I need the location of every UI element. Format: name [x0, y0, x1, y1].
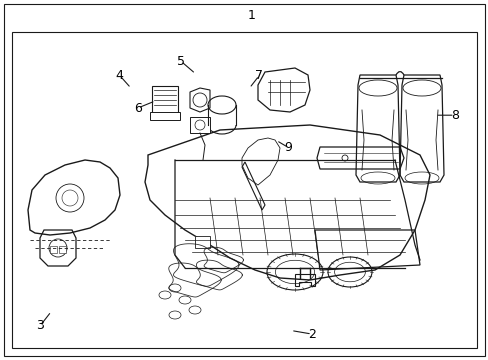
Text: 2: 2	[307, 328, 315, 341]
Bar	[152, 86, 178, 114]
Text: 5: 5	[177, 55, 184, 68]
Ellipse shape	[189, 306, 201, 314]
Ellipse shape	[169, 311, 181, 319]
Text: 7: 7	[255, 69, 263, 82]
Bar	[190, 117, 209, 133]
Text: 1: 1	[247, 9, 255, 22]
Text: 4: 4	[116, 69, 123, 82]
Bar	[150, 112, 180, 120]
Text: 6: 6	[134, 102, 142, 114]
Bar	[195, 236, 209, 248]
Text: 3: 3	[36, 319, 44, 332]
Ellipse shape	[159, 291, 171, 299]
Bar	[50, 246, 57, 253]
Circle shape	[341, 155, 347, 161]
Ellipse shape	[169, 284, 181, 292]
Text: 9: 9	[284, 141, 292, 154]
Text: 8: 8	[450, 109, 458, 122]
Bar	[12, 32, 476, 348]
Ellipse shape	[179, 296, 191, 304]
Bar	[59, 246, 66, 253]
